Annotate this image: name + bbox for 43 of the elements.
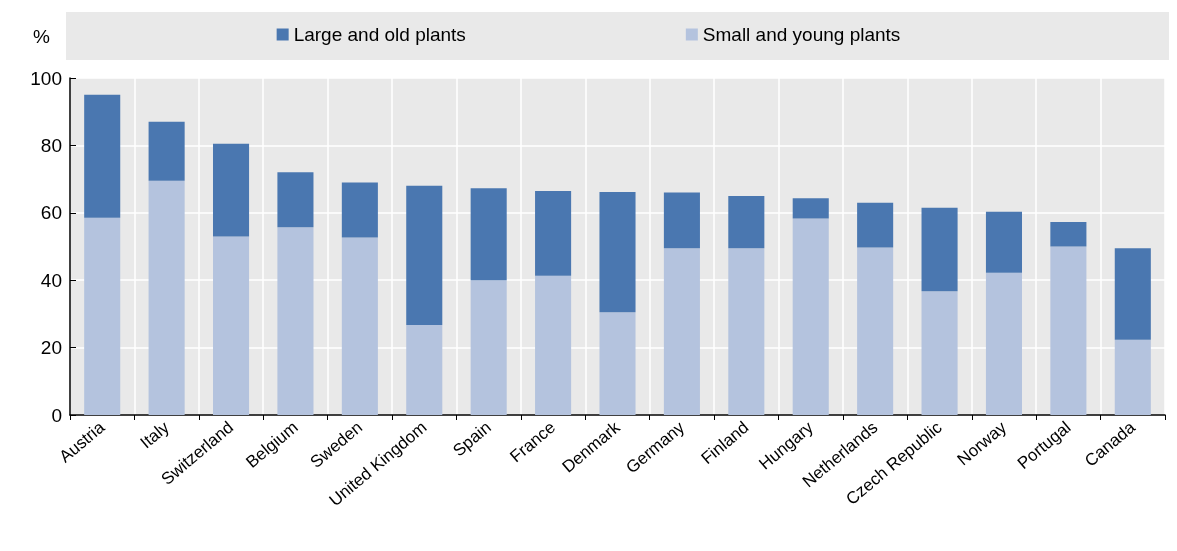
bar — [599, 191, 636, 313]
y-tick-label: 80 — [40, 134, 62, 156]
bar — [470, 280, 507, 415]
bar — [84, 94, 121, 218]
bar — [1114, 248, 1151, 340]
bar — [728, 248, 765, 415]
bar — [857, 202, 894, 248]
bar — [921, 291, 958, 415]
bar — [406, 325, 443, 415]
y-tick-label: 20 — [40, 337, 62, 359]
bar — [985, 211, 1023, 273]
bar — [985, 272, 1023, 415]
bar — [277, 172, 314, 228]
bar — [470, 188, 507, 281]
bar — [212, 143, 250, 237]
bar — [728, 195, 765, 249]
y-tick-label: 100 — [30, 67, 62, 89]
y-tick-label: 60 — [40, 202, 62, 224]
bar — [212, 236, 250, 415]
bar — [341, 182, 378, 238]
bar — [921, 207, 958, 292]
bar — [599, 312, 636, 415]
y-axis-title: % — [33, 26, 51, 47]
bar — [1050, 246, 1087, 415]
bar — [84, 217, 121, 415]
bar — [1050, 221, 1087, 247]
y-tick-label: 40 — [40, 269, 62, 291]
bar — [277, 227, 314, 415]
bar — [857, 247, 894, 415]
bar — [535, 275, 572, 415]
bar — [1114, 339, 1151, 415]
bar — [792, 198, 829, 219]
bar — [663, 192, 700, 249]
bar — [148, 180, 185, 415]
bar — [406, 185, 443, 326]
bar — [792, 218, 829, 415]
bar — [148, 121, 185, 181]
legend-label: Small and young plants — [702, 24, 901, 45]
y-tick-label: 0 — [51, 404, 62, 426]
bar — [663, 248, 700, 415]
bar — [341, 237, 378, 415]
legend-label: Large and old plants — [293, 24, 466, 45]
bar — [535, 190, 572, 276]
